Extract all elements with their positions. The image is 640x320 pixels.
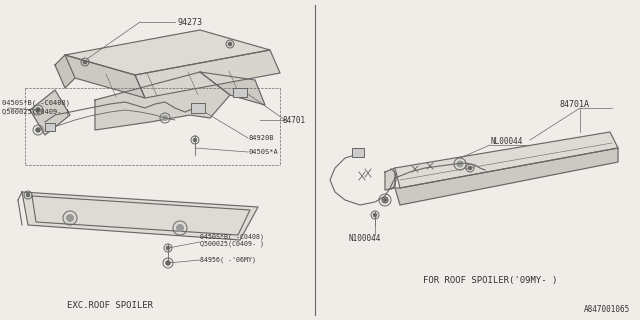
- Circle shape: [166, 246, 170, 250]
- Polygon shape: [55, 55, 75, 88]
- Circle shape: [177, 225, 184, 231]
- Circle shape: [67, 214, 74, 221]
- Circle shape: [382, 197, 388, 203]
- Polygon shape: [65, 30, 270, 75]
- Circle shape: [193, 138, 197, 142]
- Circle shape: [36, 108, 40, 112]
- Polygon shape: [395, 148, 618, 205]
- Text: 94273: 94273: [177, 18, 202, 27]
- Polygon shape: [135, 50, 280, 98]
- Bar: [352, 148, 364, 156]
- Polygon shape: [95, 72, 230, 130]
- Text: EXC.ROOF SPOILER: EXC.ROOF SPOILER: [67, 300, 153, 309]
- Circle shape: [83, 60, 87, 64]
- Text: N100044: N100044: [348, 234, 380, 243]
- Polygon shape: [395, 132, 618, 188]
- Circle shape: [373, 213, 377, 217]
- Polygon shape: [200, 72, 265, 105]
- Text: 84701A: 84701A: [560, 100, 590, 108]
- Polygon shape: [385, 168, 395, 190]
- Text: 0450S*B( -C0408): 0450S*B( -C0408): [2, 100, 70, 106]
- Text: 84920B: 84920B: [248, 135, 273, 141]
- Bar: [191, 103, 205, 113]
- Circle shape: [468, 166, 472, 170]
- Text: 0450S*B( -C0408): 0450S*B( -C0408): [200, 234, 264, 240]
- Polygon shape: [65, 55, 145, 98]
- Text: Q500025(C0409- ): Q500025(C0409- ): [200, 241, 264, 247]
- Circle shape: [457, 161, 463, 167]
- Text: Q500025(C0409- ): Q500025(C0409- ): [2, 109, 70, 115]
- Polygon shape: [22, 192, 258, 240]
- Circle shape: [163, 116, 168, 121]
- Text: FOR ROOF SPOILER('09MY- ): FOR ROOF SPOILER('09MY- ): [423, 276, 557, 284]
- Circle shape: [26, 193, 30, 197]
- Circle shape: [36, 128, 40, 132]
- Bar: [233, 87, 247, 97]
- Circle shape: [383, 199, 387, 201]
- Text: 84701: 84701: [282, 116, 305, 124]
- Text: 84956( -'06MY): 84956( -'06MY): [200, 257, 256, 263]
- Polygon shape: [30, 90, 70, 135]
- Circle shape: [166, 261, 170, 265]
- Bar: [45, 123, 55, 131]
- Text: A847001065: A847001065: [584, 306, 630, 315]
- Text: 0450S*A: 0450S*A: [248, 149, 278, 155]
- Circle shape: [228, 42, 232, 46]
- Text: NL00044: NL00044: [490, 137, 522, 146]
